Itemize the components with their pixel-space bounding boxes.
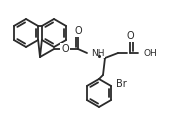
Text: O: O [126,31,134,41]
Text: O: O [61,44,69,54]
Text: OH: OH [143,49,157,58]
Text: NH: NH [91,49,105,58]
Text: O: O [74,26,82,36]
Text: Br: Br [116,79,127,89]
